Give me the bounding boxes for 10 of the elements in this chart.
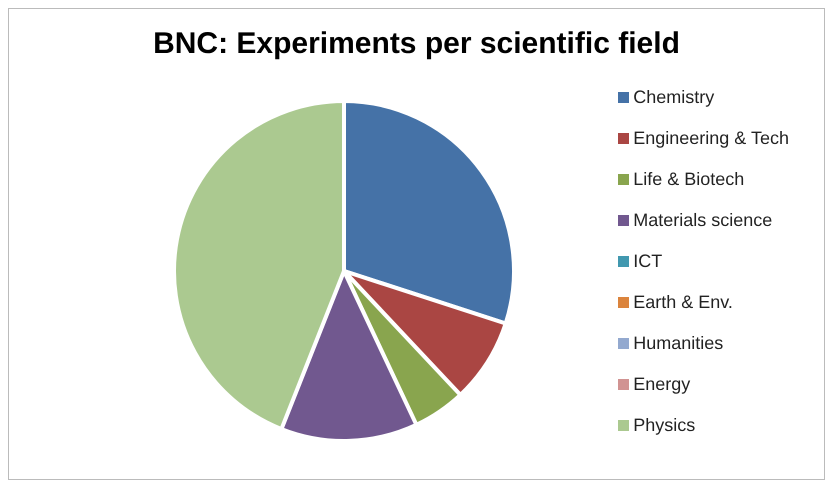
legend-label: Physics (633, 414, 696, 434)
legend-label: Materials science (633, 210, 772, 230)
legend-label: ICT (633, 250, 662, 270)
legend-label: Life & Biotech (633, 168, 744, 188)
chart-title: BNC: Experiments per scientific field (152, 27, 681, 61)
legend-label: Humanities (633, 332, 724, 352)
legend-label: Earth & Env. (633, 292, 733, 312)
legend-label: Engineering & Tech (633, 128, 789, 148)
legend-label: Energy (633, 374, 690, 394)
legend-label: Chemistry (633, 86, 714, 106)
